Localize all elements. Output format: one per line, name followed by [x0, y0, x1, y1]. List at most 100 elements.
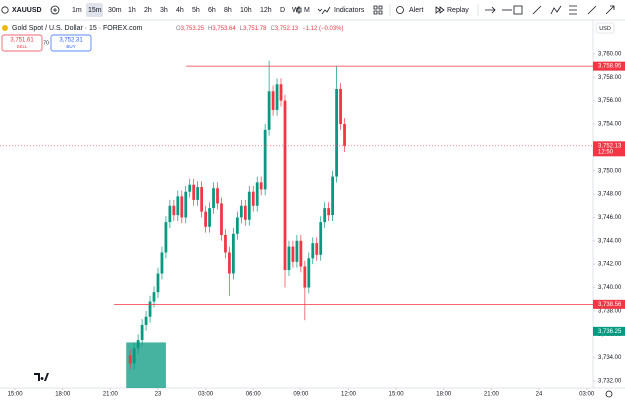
candle-body [275, 84, 279, 110]
price-axis-tag [593, 61, 625, 71]
replay-icon[interactable] [435, 6, 445, 14]
candle-body [323, 208, 327, 223]
indicators-button[interactable]: Indicators [334, 7, 365, 14]
legend-title: Gold Spot / U.S. Dollar · 15 · FOREX.com [12, 25, 142, 32]
interval-button[interactable]: 5h [192, 7, 200, 14]
candle-body [200, 187, 204, 212]
candle-body [148, 301, 152, 317]
symbol[interactable]: XAUUSD [12, 7, 42, 14]
candle-body [251, 191, 255, 206]
interval-button[interactable]: 3h [160, 7, 168, 14]
candle-body [192, 184, 196, 200]
axes: 3,732.003,734.003,736.003,738.003,740.00… [8, 51, 625, 398]
x-tick-label: 15:00 [389, 392, 405, 398]
indicators-icon[interactable] [321, 6, 331, 15]
x-tick-label: 09:00 [293, 392, 309, 398]
x-tick-label: 15:00 [8, 392, 24, 398]
candle-body [263, 129, 267, 190]
price-axis-label: 3,738.56 [598, 302, 622, 308]
price-axis-tag [593, 141, 625, 157]
candle-body [331, 176, 335, 216]
buy-button[interactable] [50, 34, 92, 52]
interval-button[interactable]: 30m [108, 7, 122, 14]
candle-body [279, 84, 283, 101]
candle-body [156, 273, 160, 293]
tool[interactable] [569, 5, 577, 15]
currency-box[interactable] [595, 22, 615, 34]
layouts-icon[interactable] [373, 5, 383, 15]
interval-button[interactable]: 6h [208, 7, 216, 14]
candle-body [140, 324, 144, 341]
interval-button[interactable]: 4h [176, 7, 184, 14]
sell-label: SELL [16, 44, 28, 49]
candle-body [224, 234, 227, 253]
candle-body [267, 91, 271, 130]
tool[interactable] [587, 5, 597, 15]
highlight-box [126, 342, 166, 388]
interval-button[interactable]: 12h [260, 7, 272, 14]
candle-body [172, 205, 176, 216]
sell-button[interactable] [1, 34, 43, 52]
candle-body [160, 252, 164, 274]
candle-body [228, 252, 231, 274]
drawing-tools [485, 5, 615, 15]
chart-type-icon[interactable] [296, 6, 302, 14]
tradingview-logo[interactable] [34, 373, 49, 381]
tool[interactable] [532, 5, 542, 15]
candle-body [128, 355, 132, 364]
price-lines [0, 65, 593, 305]
interval-button[interactable]: 2h [144, 7, 152, 14]
replay-button[interactable]: Replay [447, 7, 469, 14]
compare-plus [53, 8, 57, 12]
ohlc-key: L [240, 26, 244, 32]
y-tick-label: 3,734.00 [598, 355, 622, 361]
y-tick-label: 3,760.00 [598, 51, 622, 57]
interval-button[interactable]: 8h [224, 7, 232, 14]
compare-button[interactable] [50, 5, 60, 15]
ohlc-key: C [270, 26, 275, 32]
buy-price: 3,752.31 [59, 38, 83, 44]
interval-button[interactable]: 1m [72, 7, 82, 14]
candle-body [343, 123, 346, 146]
tool[interactable] [513, 5, 523, 15]
interval-button[interactable]: 10h [240, 7, 252, 14]
alert-button[interactable]: Alert [409, 7, 423, 14]
toolbar [0, 0, 625, 20]
candle-body [303, 266, 307, 288]
candle-body [184, 191, 188, 218]
search-icon[interactable] [1, 6, 9, 14]
price-axis-label: 3,758.95 [598, 64, 622, 70]
interval-button[interactable]: 15m [88, 7, 102, 14]
interval-button[interactable]: 1h [128, 7, 136, 14]
y-tick-label: 3,754.00 [598, 122, 622, 128]
alert-icon[interactable] [396, 6, 404, 14]
ohlc-value: 3,753.25 [181, 26, 205, 32]
candle-body [283, 100, 287, 271]
candle-body [339, 88, 342, 124]
candle-body [152, 292, 156, 302]
buy-label: BUY [66, 44, 75, 49]
tool[interactable] [605, 5, 615, 15]
candle-body [216, 188, 219, 204]
candle-body [196, 187, 200, 200]
y-tick-label: 3,738.00 [598, 308, 622, 314]
x-tick-label: 06:00 [246, 392, 262, 398]
currency[interactable]: USD [599, 26, 611, 32]
tool[interactable] [485, 6, 496, 14]
candle-body [295, 240, 299, 262]
x-tick-label: 12:00 [341, 392, 357, 398]
y-tick-label: 3,740.00 [598, 285, 622, 291]
interval-button[interactable]: W [292, 7, 299, 14]
settings-icon[interactable] [605, 390, 613, 398]
interval-button[interactable]: M [304, 7, 310, 14]
interval-dropdown[interactable] [317, 8, 323, 12]
ohlc-values: O3,753.25 H3,753.64 L3,751.78 C3,752.13 −1.1… [176, 26, 344, 32]
candle-body [299, 240, 303, 267]
candle-body [271, 91, 275, 110]
sell-price: 3,751.61 [10, 38, 34, 44]
tool[interactable] [550, 5, 562, 15]
x-tick-label: 21:00 [484, 392, 500, 398]
interval-button[interactable]: D [280, 7, 285, 14]
y-tick-label: 3,748.00 [598, 192, 622, 198]
